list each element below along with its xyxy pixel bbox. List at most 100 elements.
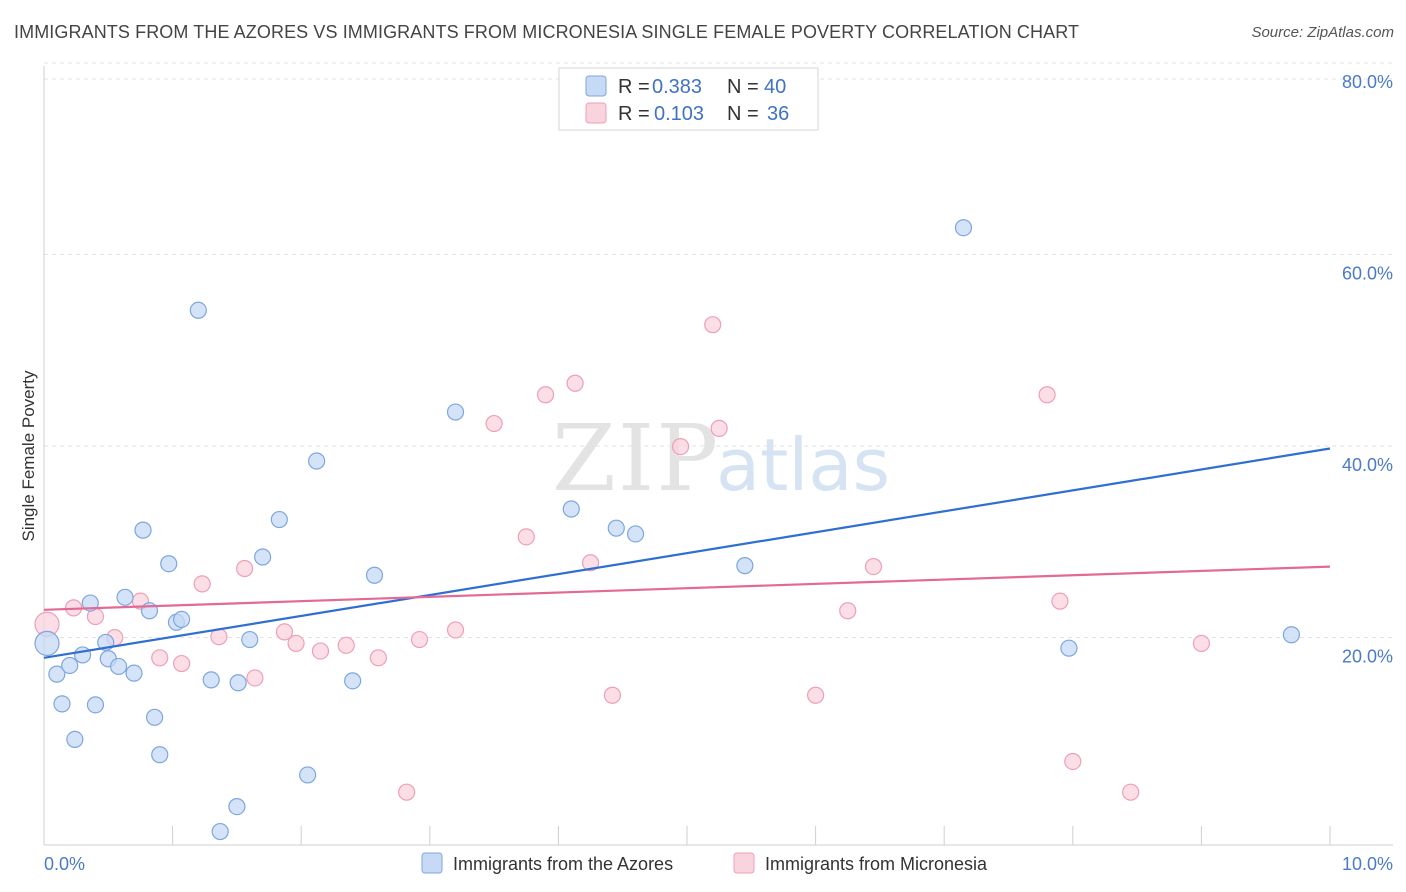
series-micronesia-points <box>34 316 1211 801</box>
micronesia-point-21 <box>536 386 555 404</box>
azores-point-5 <box>73 646 92 664</box>
azores-point-23 <box>228 797 246 816</box>
legend-r-label-micronesia: R = <box>618 103 650 125</box>
legend-n-value-azores: 40 <box>764 76 786 98</box>
azores-point-29 <box>308 452 326 470</box>
azores-point-17 <box>160 555 178 573</box>
series-legend: Immigrants from the Azores Immigrants fr… <box>421 852 988 874</box>
correlation-legend: R = 0.383 N = 40 R = 0.103 N = 36 <box>558 67 819 131</box>
y-axis-ticks: 20.0% 40.0% 60.0% 80.0% <box>1342 72 1393 667</box>
micronesia-point-17 <box>410 630 429 649</box>
azores-point-32 <box>446 403 465 421</box>
micronesia-point-32 <box>1051 592 1069 610</box>
azores-point-11 <box>116 588 134 606</box>
azores-point-1 <box>48 665 66 683</box>
micronesia-point-6 <box>173 654 191 673</box>
micronesia-point-16 <box>398 783 416 801</box>
azores-point-3 <box>61 656 79 675</box>
source-label: Source: ZipAtlas.com <box>1251 24 1394 41</box>
azores-point-7 <box>86 696 105 714</box>
trend-lines <box>43 447 1331 659</box>
x-tick-label-max: 10.0% <box>1342 854 1393 874</box>
x-tick-label-min: 0.0% <box>44 854 85 874</box>
micronesia-point-30 <box>864 557 883 576</box>
micronesia-point-23 <box>581 554 600 572</box>
azores-point-19 <box>173 610 191 629</box>
legend-r-value-azores: 0.383 <box>652 76 702 98</box>
micronesia-point-10 <box>246 669 264 687</box>
series-azores-points <box>34 219 1301 841</box>
azores-point-24 <box>229 674 247 692</box>
micronesia-point-34 <box>1122 783 1140 801</box>
azores-point-16 <box>151 746 169 764</box>
azores-point-4 <box>66 730 84 749</box>
micronesia-point-15 <box>369 649 387 667</box>
azores-point-15 <box>145 708 164 726</box>
bottom-legend-label-micronesia: Immigrants from Micronesia <box>765 854 988 874</box>
y-axis-label: Single Female Poverty <box>19 370 38 542</box>
legend-r-value-micronesia: 0.103 <box>654 103 704 125</box>
micronesia-point-13 <box>311 642 330 660</box>
micronesia-point-9 <box>236 559 254 578</box>
micronesia-point-33 <box>1064 752 1082 771</box>
micronesia-point-5 <box>151 649 169 667</box>
azores-point-0 <box>34 630 60 657</box>
legend-n-label-azores: N = <box>727 76 759 98</box>
watermark-zip: ZIP <box>552 405 720 512</box>
azores-point-26 <box>254 548 272 566</box>
azores-point-20 <box>189 301 207 319</box>
micronesia-point-22 <box>566 374 584 392</box>
micronesia-point-12 <box>287 634 305 653</box>
micronesia-point-19 <box>485 414 503 433</box>
azores-point-34 <box>607 519 625 537</box>
micronesia-point-27 <box>710 419 728 437</box>
azores-point-35 <box>626 525 645 543</box>
azores-point-13 <box>134 521 152 539</box>
micronesia-trend-line <box>43 565 1331 611</box>
legend-r-label-azores: R = <box>618 76 650 98</box>
legend-n-value-micronesia: 36 <box>767 103 789 125</box>
azores-point-36 <box>736 557 754 575</box>
micronesia-point-28 <box>806 686 825 704</box>
y-tick-label-40: 40.0% <box>1342 455 1393 475</box>
legend-n-label-micronesia: N = <box>727 103 759 125</box>
y-tick-label-60: 60.0% <box>1342 264 1393 284</box>
azores-point-12 <box>125 664 143 682</box>
micronesia-point-31 <box>1038 386 1056 404</box>
y-tick-label-80: 80.0% <box>1342 72 1393 92</box>
azores-point-33 <box>562 500 580 518</box>
micronesia-point-14 <box>337 636 355 654</box>
micronesia-point-24 <box>603 686 622 704</box>
bottom-legend-swatch-micronesia <box>733 852 755 874</box>
azores-point-22 <box>211 822 229 841</box>
bottom-legend-swatch-azores <box>421 852 443 874</box>
micronesia-point-35 <box>1192 634 1211 653</box>
azores-point-27 <box>270 510 288 529</box>
micronesia-point-11 <box>275 623 294 641</box>
azores-point-30 <box>344 672 362 690</box>
azores-point-10 <box>109 657 128 676</box>
azores-point-2 <box>53 695 71 713</box>
azores-point-31 <box>365 566 384 584</box>
micronesia-point-7 <box>193 575 211 593</box>
gridlines <box>44 62 1393 638</box>
axes <box>43 66 1393 846</box>
azores-trend-line <box>43 447 1331 659</box>
azores-point-25 <box>241 630 259 649</box>
azores-point-37 <box>954 219 973 237</box>
y-tick-label-20: 20.0% <box>1342 647 1393 667</box>
azores-point-28 <box>299 766 317 784</box>
legend-swatch-micronesia <box>585 102 607 124</box>
azores-point-39 <box>1282 626 1301 644</box>
legend-swatch-azores <box>585 75 607 97</box>
x-axis-ticks: 0.0% 10.0% <box>44 854 1393 874</box>
micronesia-point-25 <box>671 438 690 456</box>
micronesia-point-18 <box>446 621 465 639</box>
micronesia-point-20 <box>517 528 535 546</box>
micronesia-point-29 <box>839 602 857 620</box>
micronesia-point-26 <box>704 316 722 334</box>
bottom-legend-label-azores: Immigrants from the Azores <box>453 854 673 874</box>
chart-title: IMMIGRANTS FROM THE AZORES VS IMMIGRANTS… <box>14 22 1080 42</box>
azores-point-38 <box>1060 639 1078 657</box>
